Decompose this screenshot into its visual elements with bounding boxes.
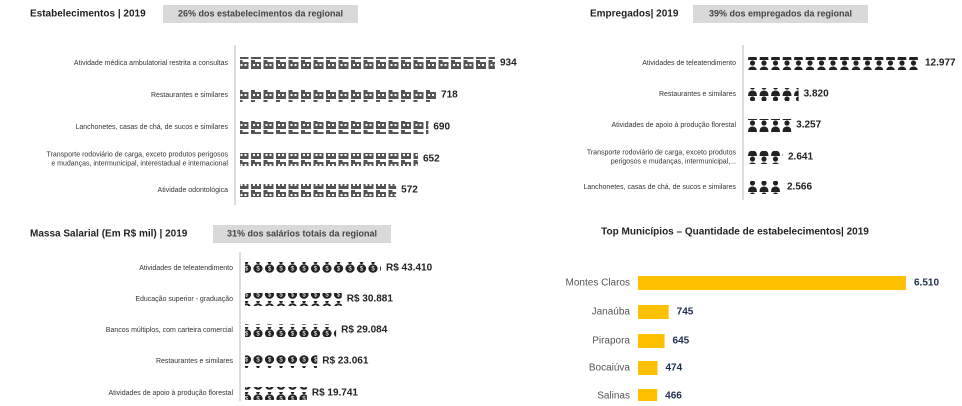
badge-text: 39% dos empregados da regional xyxy=(709,8,852,18)
value-label: 745 xyxy=(677,307,694,318)
value-label: 2.566 xyxy=(787,182,812,193)
pictogram-bar xyxy=(748,151,784,164)
value-label: R$ 19.741 xyxy=(312,388,359,399)
category-label: Restaurantes e similares xyxy=(151,92,229,99)
value-label: 652 xyxy=(423,154,440,165)
value-label: 2.641 xyxy=(788,152,813,163)
value-label: R$ 43.410 xyxy=(386,263,433,274)
chart-title: Top Municípios – Quantidade de estabelec… xyxy=(601,227,869,238)
category-label: Restaurantes e similares xyxy=(659,91,737,98)
value-label: 466 xyxy=(665,391,682,401)
bar xyxy=(638,389,658,403)
category-label: Atividade médica ambulatorial restrita a… xyxy=(74,60,229,67)
category-label: Salinas xyxy=(597,391,630,401)
value-label: R$ 29.084 xyxy=(341,325,388,336)
value-label: 690 xyxy=(433,122,450,133)
pictogram-bar xyxy=(748,119,792,132)
pictogram-bar xyxy=(748,57,920,70)
value-label: 12.977 xyxy=(925,58,956,69)
chart-title: Empregados| 2019 xyxy=(590,9,679,20)
badge xyxy=(213,225,391,243)
category-label: Pirapora xyxy=(592,336,630,347)
category-label: Atividades de teleatendimento xyxy=(139,265,233,272)
badge-text: 31% dos salários totais da regional xyxy=(227,228,377,238)
pictogram-bar xyxy=(240,121,429,134)
pictogram-bar xyxy=(240,57,495,70)
category-label: Restaurantes e similares xyxy=(156,358,234,365)
pictogram-bar xyxy=(240,184,397,197)
badge-text: 26% dos estabelecimentos da regional xyxy=(178,8,343,18)
value-label: 645 xyxy=(673,336,690,347)
value-label: 718 xyxy=(441,90,458,101)
value-label: 3.820 xyxy=(804,89,829,100)
category-label: Bocaiúva xyxy=(589,363,631,374)
category-label: Transporte rodoviário de carga, exceto p… xyxy=(47,151,229,167)
category-label: Lanchonetes, casas de chá, de sucos e si… xyxy=(583,184,736,191)
category-label: Atividades de apoio à produção florestal xyxy=(108,390,233,397)
category-label: Janaúba xyxy=(592,307,631,318)
pictogram-bar xyxy=(245,324,337,337)
category-label: Transporte rodoviário de carga, exceto p… xyxy=(587,149,737,165)
value-label: R$ 30.881 xyxy=(347,294,394,305)
bar xyxy=(638,305,669,319)
category-label: Montes Claros xyxy=(566,278,630,289)
badge xyxy=(693,5,868,23)
category-label: Lanchonetes, casas de chá, de sucos e si… xyxy=(75,124,228,131)
value-label: 572 xyxy=(401,185,418,196)
pictogram-bar xyxy=(245,355,318,368)
pictogram-bar xyxy=(240,153,419,166)
value-label: 6.510 xyxy=(914,278,939,289)
badge xyxy=(163,5,358,23)
category-label: Atividades de teleatendimento xyxy=(642,60,736,67)
category-label: Atividade odontológica xyxy=(158,187,229,194)
pictogram-bar xyxy=(240,89,437,102)
value-label: R$ 23.061 xyxy=(322,356,369,367)
pictogram-bar xyxy=(748,88,799,101)
category-label: Educação superior - graduação xyxy=(135,296,233,303)
chart-title: Estabelecimentos | 2019 xyxy=(30,9,146,20)
bar xyxy=(638,361,658,375)
value-label: 474 xyxy=(666,363,683,374)
value-label: 934 xyxy=(500,58,517,69)
chart-title: Massa Salarial (Em R$ mil) | 2019 xyxy=(30,229,188,240)
pictogram-bar xyxy=(748,181,783,194)
category-label: Atividades de apoio à produção florestal xyxy=(611,122,736,129)
value-label: 3.257 xyxy=(796,120,821,131)
pictogram-bar xyxy=(245,387,307,400)
bar xyxy=(638,334,665,348)
pictogram-bar xyxy=(245,293,342,306)
bar xyxy=(638,276,906,290)
category-label: Bancos múltiplos, com carteira comercial xyxy=(106,327,234,334)
pictogram-bar xyxy=(245,262,381,275)
